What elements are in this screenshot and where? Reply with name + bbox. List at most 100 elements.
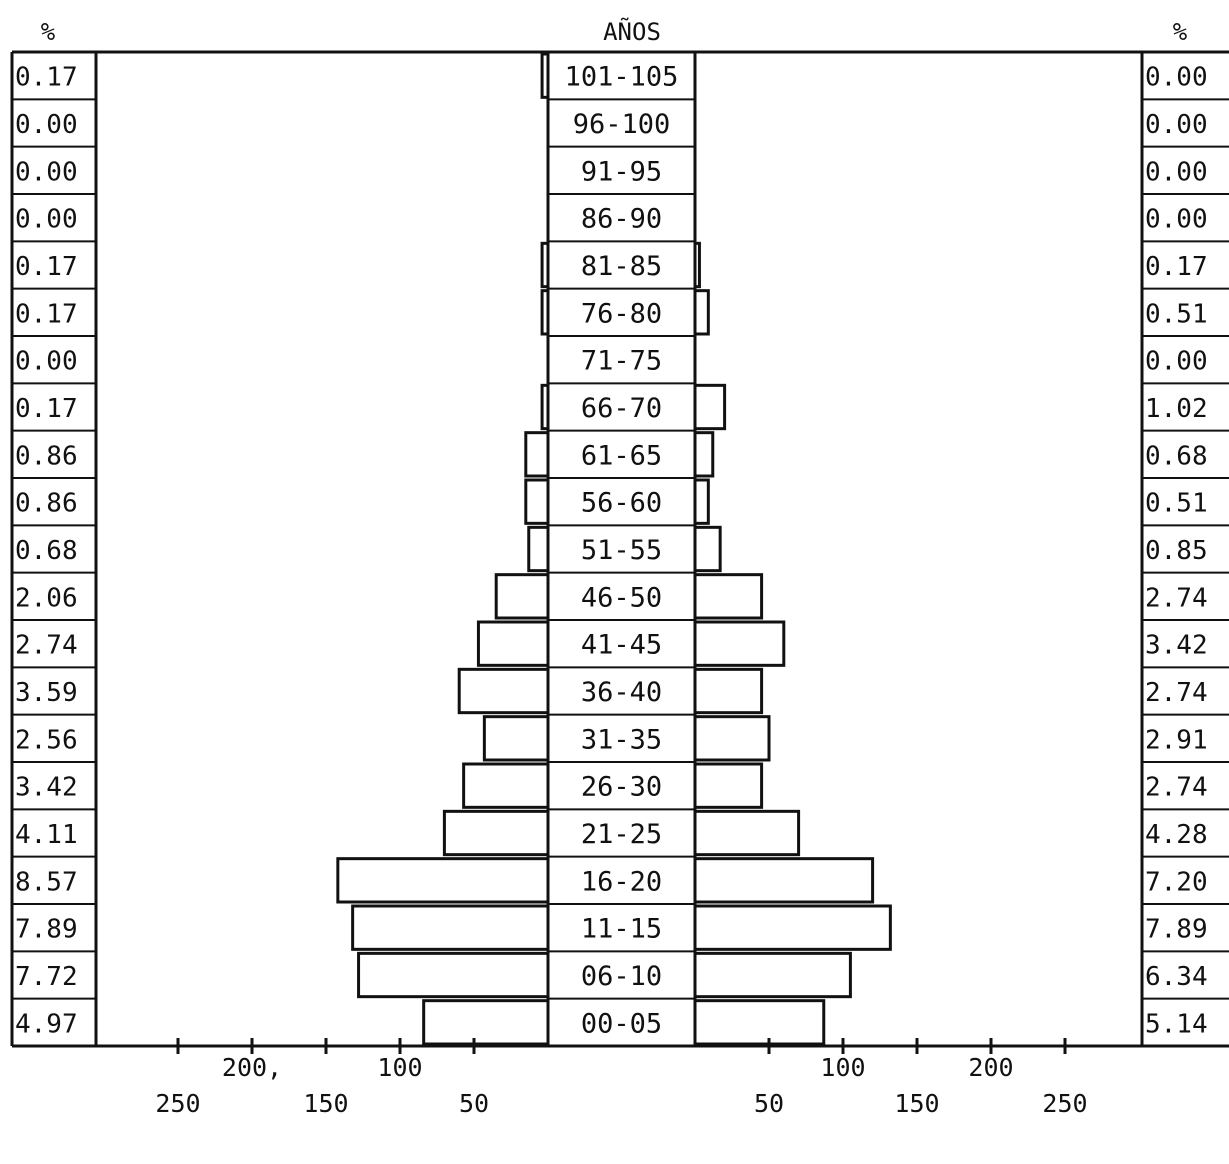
- age-group-label: 66-70: [581, 393, 662, 424]
- right-percent-label: 7.89: [1145, 915, 1208, 945]
- right-percent-label: 1.02: [1145, 394, 1208, 424]
- right-percent-header: %: [1173, 18, 1188, 46]
- upper-tick-label: 200: [968, 1053, 1013, 1082]
- right-percent-label: 6.34: [1145, 962, 1208, 992]
- age-group-label: 71-75: [581, 346, 662, 377]
- age-group-label: 36-40: [581, 677, 662, 708]
- lower-tick-label: 250: [155, 1089, 200, 1118]
- left-percent-label: 0.00: [15, 347, 78, 377]
- right-bar-46-50: [693, 573, 764, 620]
- left-bar-66-70: [540, 383, 550, 431]
- left-percent-label: 0.86: [15, 441, 78, 471]
- left-percent-label: 3.42: [15, 773, 78, 803]
- lower-tick-label: 150: [303, 1089, 348, 1118]
- right-bar-81-85: [693, 241, 701, 289]
- right-percent-label: 2.91: [1145, 725, 1208, 755]
- age-group-label: 11-15: [581, 914, 662, 945]
- left-percent-label: 0.00: [15, 205, 78, 235]
- left-percent-label: 0.17: [15, 252, 78, 282]
- lower-tick-label: 150: [894, 1089, 939, 1118]
- upper-tick-label: 100: [820, 1053, 865, 1082]
- left-bars: [336, 52, 550, 1046]
- right-percent-label: 0.00: [1145, 110, 1208, 140]
- chart-title: AÑOS: [603, 16, 661, 46]
- left-percent-label: 2.56: [15, 725, 78, 755]
- age-group-label: 76-80: [581, 298, 662, 329]
- left-bar-61-65: [524, 431, 550, 478]
- left-bar-21-25: [442, 809, 550, 857]
- age-group-label: 06-10: [581, 961, 662, 992]
- right-percent-label: 0.00: [1145, 205, 1208, 235]
- right-percent-label: 5.14: [1145, 1009, 1208, 1039]
- left-percent-label: 7.89: [15, 915, 78, 945]
- left-percent-label: 2.74: [15, 631, 78, 661]
- left-bar-16-20: [336, 857, 550, 904]
- right-percent-label: 0.68: [1145, 441, 1208, 471]
- right-bar-61-65: [693, 431, 715, 478]
- right-bar-56-60: [693, 478, 710, 525]
- age-group-label: 86-90: [581, 204, 662, 235]
- left-bar-56-60: [524, 478, 550, 525]
- age-group-label: 56-60: [581, 488, 662, 519]
- age-group-label: 31-35: [581, 724, 662, 755]
- left-percent-label: 0.17: [15, 299, 78, 329]
- left-percent-label: 0.68: [15, 536, 78, 566]
- right-percent-label: 4.28: [1145, 820, 1208, 850]
- right-percent-label: 0.00: [1145, 347, 1208, 377]
- age-group-label: 101-105: [565, 62, 679, 93]
- left-bar-06-10: [357, 951, 550, 999]
- left-bar-26-30: [462, 762, 550, 809]
- age-group-label: 00-05: [581, 1008, 662, 1039]
- left-bar-00-05: [422, 999, 550, 1046]
- left-percent-label: 0.00: [15, 157, 78, 187]
- age-group-label: 41-45: [581, 630, 662, 661]
- left-percent-label: 3.59: [15, 678, 78, 708]
- right-bar-31-35: [693, 715, 771, 762]
- age-group-label: 16-20: [581, 866, 662, 897]
- left-percent-label: 0.00: [15, 110, 78, 140]
- right-percent-label: 0.51: [1145, 299, 1208, 329]
- right-bar-76-80: [693, 289, 710, 336]
- right-bar-00-05: [693, 999, 826, 1046]
- upper-tick-label: 200,: [222, 1053, 282, 1082]
- age-group-label: 46-50: [581, 582, 662, 613]
- lower-tick-label: 250: [1042, 1089, 1087, 1118]
- left-percent-label: 0.17: [15, 394, 78, 424]
- right-bar-41-45: [693, 620, 786, 667]
- left-percent-label: 0.86: [15, 489, 78, 519]
- left-bar-41-45: [476, 620, 550, 667]
- right-bar-21-25: [693, 809, 801, 857]
- right-bar-51-55: [693, 525, 722, 573]
- age-group-label: 96-100: [573, 109, 671, 140]
- age-group-label: 81-85: [581, 251, 662, 282]
- right-percent-label: 3.42: [1145, 631, 1208, 661]
- left-percent-header: %: [41, 18, 56, 46]
- right-bar-36-40: [693, 667, 764, 715]
- left-bar-101-105: [540, 52, 550, 99]
- right-bar-26-30: [693, 762, 764, 809]
- x-axis: 200, 100 100 200 250 150 50 50 150 250: [155, 1038, 1088, 1118]
- right-bar-11-15: [693, 904, 892, 951]
- left-bar-81-85: [540, 241, 550, 289]
- left-percent-label: 8.57: [15, 867, 78, 897]
- left-bar-36-40: [457, 667, 550, 715]
- right-bars: [693, 241, 892, 1046]
- row-labels: 0.17 101-105 0.00 0.00 96-100 0.00 0.00 91-95 0.…: [15, 62, 1208, 1040]
- age-group-label: 26-30: [581, 772, 662, 803]
- age-group-label: 51-55: [581, 535, 662, 566]
- left-bar-11-15: [351, 904, 550, 951]
- left-percent-label: 4.11: [15, 820, 78, 850]
- right-percent-label: 0.00: [1145, 157, 1208, 187]
- right-percent-label: 0.85: [1145, 536, 1208, 566]
- age-group-label: 61-65: [581, 440, 662, 471]
- age-group-label: 21-25: [581, 819, 662, 850]
- right-bar-66-70: [693, 383, 727, 431]
- right-percent-label: 0.17: [1145, 252, 1208, 282]
- left-percent-label: 2.06: [15, 583, 78, 613]
- right-percent-label: 2.74: [1145, 678, 1208, 708]
- age-group-label: 91-95: [581, 156, 662, 187]
- left-percent-label: 0.17: [15, 63, 78, 93]
- left-percent-label: 7.72: [15, 962, 78, 992]
- left-bar-51-55: [527, 525, 550, 573]
